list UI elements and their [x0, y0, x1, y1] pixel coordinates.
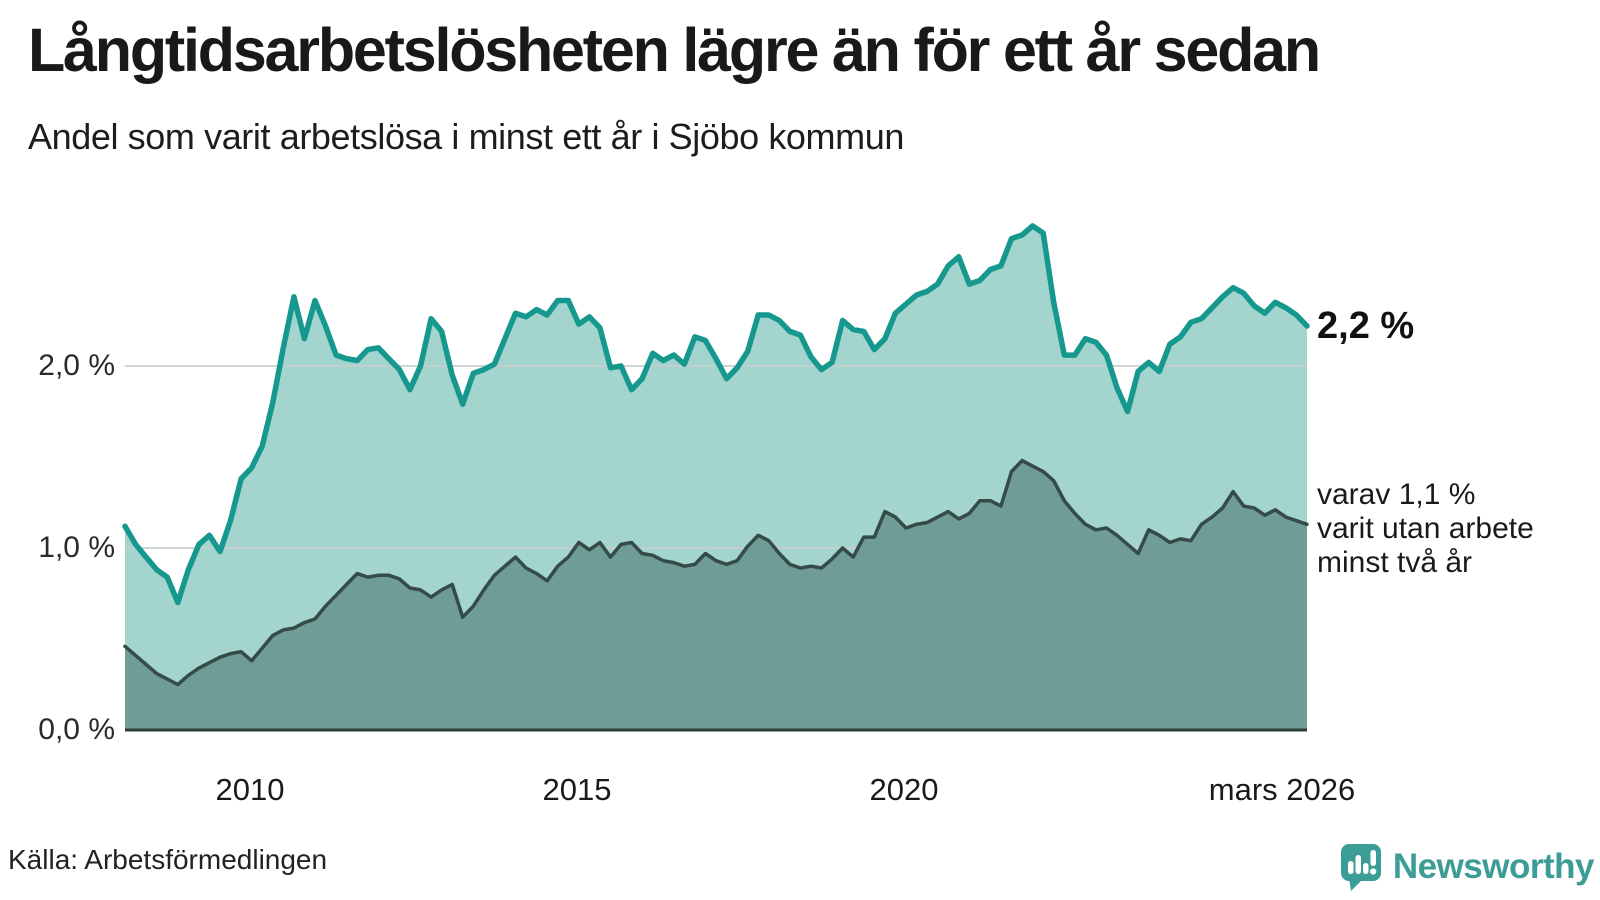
source-credit: Källa: Arbetsförmedlingen — [8, 844, 328, 875]
x-axis-tick-2020: 2020 — [869, 772, 939, 807]
brand-name: Newsworthy — [1392, 847, 1595, 886]
line-total — [122, 223, 1310, 606]
newsworthy-logo-icon — [1340, 844, 1381, 891]
chart-canvas — [122, 223, 1310, 732]
brand-lockup: Newsworthy — [1340, 842, 1595, 892]
area-two-year — [125, 460, 1307, 730]
y-axis-tick-1: 1,0 % — [38, 531, 115, 564]
y-axis-tick-0: 0,0 % — [38, 713, 115, 746]
x-axis-tick-2010: 2010 — [215, 772, 285, 807]
latest-value-label: 2,2 % — [1317, 305, 1415, 347]
two-year-note-label: varav 1,1 % varit utan arbete minst två … — [1317, 478, 1534, 579]
x-axis-tick-2015: 2015 — [542, 772, 612, 807]
y-axis-tick-2: 2,0 % — [38, 349, 115, 382]
area-chart: 2,0 % 1,0 % 0,0 % 2010 2015 2020 mars 20… — [0, 190, 1600, 830]
x-axis-tick-latest: mars 2026 — [1208, 772, 1356, 807]
page-subtitle: Andel som varit arbetslösa i minst ett å… — [28, 116, 904, 157]
page-title: Långtidsarbetslösheten lägre än för ett … — [28, 16, 1321, 84]
line-two-year — [123, 458, 1309, 687]
